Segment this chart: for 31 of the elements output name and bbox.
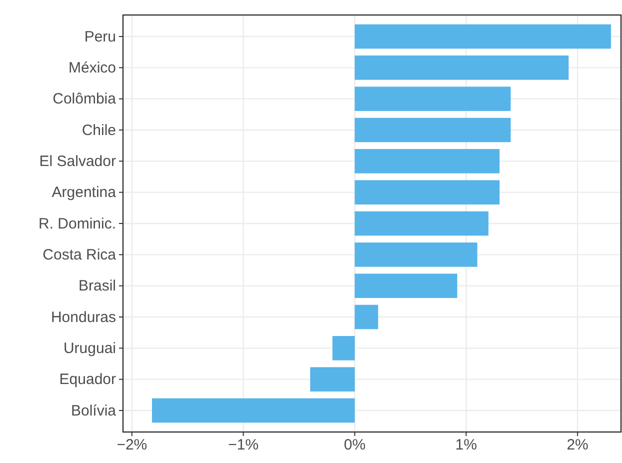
- bar: [354, 211, 488, 236]
- x-tick-label: −2%: [116, 436, 148, 454]
- y-tick-label: Costa Rica: [42, 246, 117, 264]
- x-tick-label: −1%: [228, 436, 259, 454]
- y-tick-label: Bolívia: [70, 402, 117, 420]
- y-tick-label: Uruguai: [63, 340, 116, 357]
- bar: [332, 336, 355, 360]
- bar: [354, 304, 378, 330]
- y-tick-label: México: [68, 59, 116, 76]
- y-tick-label: Honduras: [50, 308, 116, 326]
- bar: [354, 180, 500, 204]
- bar: [152, 398, 355, 423]
- bar: [354, 86, 511, 111]
- bar: [354, 56, 569, 80]
- bar: [310, 367, 355, 392]
- bar: [354, 118, 511, 142]
- bar: [354, 24, 611, 49]
- y-tick-label: El Salvador: [39, 152, 116, 170]
- y-tick-label: Peru: [84, 28, 116, 46]
- bar: [354, 242, 478, 267]
- y-tick-label: Argentina: [52, 184, 117, 202]
- y-tick-label: Colômbia: [52, 90, 117, 108]
- y-tick-label: Chile: [82, 122, 116, 139]
- x-tick-label: 2%: [566, 436, 588, 454]
- bar: [354, 274, 458, 298]
- bar: [354, 149, 500, 174]
- x-tick-label: 0%: [344, 436, 366, 454]
- y-tick-label: Brasil: [78, 278, 116, 295]
- x-tick-label: 1%: [455, 436, 477, 454]
- y-tick-label: Equador: [59, 371, 116, 388]
- y-tick-label: R. Dominic.: [38, 215, 116, 232]
